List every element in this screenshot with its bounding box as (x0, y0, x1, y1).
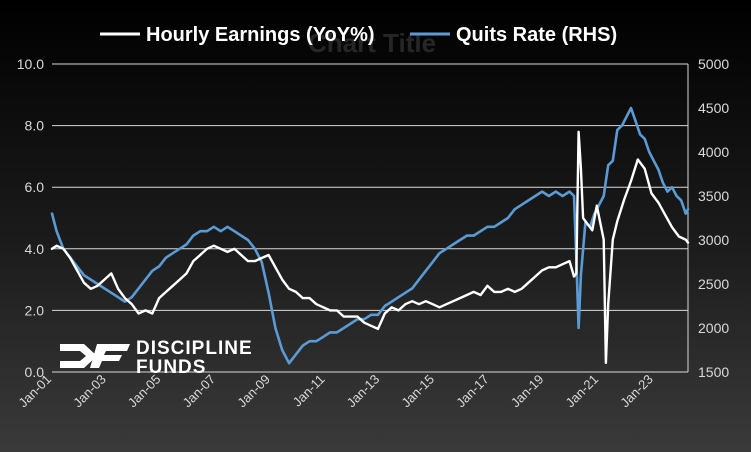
x-tick-label: Jan-03 (70, 372, 109, 411)
y-left-tick-label: 4.0 (25, 241, 45, 257)
y-left-tick-label: 6.0 (25, 179, 45, 195)
y-left-tick-label: 8.0 (25, 118, 45, 134)
x-tick-label: Jan-09 (234, 372, 273, 411)
y-right-tick-label: 3000 (698, 232, 729, 248)
watermark-line2: FUNDS (136, 357, 206, 378)
x-tick-label: Jan-23 (617, 372, 656, 411)
x-tick-label: Jan-17 (453, 372, 492, 411)
y-left-tick-label: 0.0 (25, 364, 45, 380)
y-right-tick-label: 4500 (698, 100, 729, 116)
series-line (50, 106, 690, 365)
series-layer (50, 106, 690, 365)
y-right-tick-label: 2500 (698, 276, 729, 292)
watermark-line1: DISCIPLINE (136, 338, 253, 359)
series-line (50, 130, 690, 364)
df-logo-icon (60, 344, 130, 368)
y-right-tick-label: 5000 (698, 56, 729, 72)
x-tick-label: Jan-13 (344, 372, 383, 411)
y-left-tick-label: 10.0 (17, 56, 44, 72)
y-right-tick-label: 1500 (698, 364, 729, 380)
x-axis: Jan-01 Jan-03 Jan-05 Jan-07 Jan-09 Jan-11 Jan-… (15, 372, 656, 411)
legend-label-quits: Quits Rate (RHS) (456, 24, 617, 46)
y-right-tick-label: 2000 (698, 320, 729, 336)
legend: Hourly Earnings (YoY%) Quits Rate (RHS) (100, 24, 617, 46)
y-axis-right: 1500 2000 2500 3000 3500 4000 4500 5000 (687, 56, 729, 380)
x-tick-label: Jan-21 (563, 372, 602, 411)
y-left-tick-label: 2.0 (25, 302, 45, 318)
y-right-tick-label: 4000 (698, 144, 729, 160)
x-tick-label: Jan-15 (398, 372, 437, 411)
y-axis-left: 0.0 2.0 4.0 6.0 8.0 10.0 (17, 56, 44, 380)
x-tick-label: Jan-19 (508, 372, 547, 411)
x-tick-label: Jan-11 (290, 372, 328, 410)
legend-label-earnings: Hourly Earnings (YoY%) (146, 24, 375, 46)
watermark-logo: DISCIPLINE FUNDS (60, 338, 253, 378)
y-right-tick-label: 3500 (698, 188, 729, 204)
